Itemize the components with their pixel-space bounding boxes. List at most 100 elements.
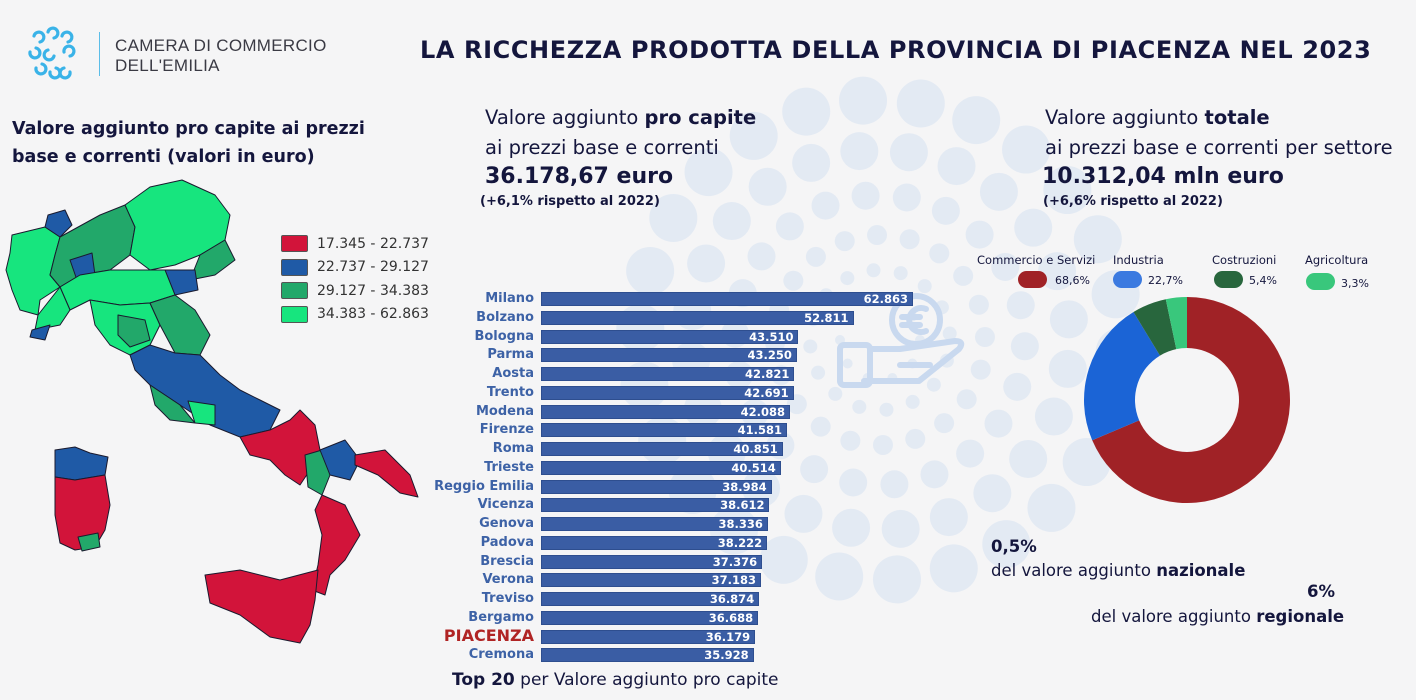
- background-dot: [775, 212, 804, 241]
- background-dot: [684, 148, 733, 197]
- map-region-piedmont-south: [34, 286, 71, 331]
- legend-swatch-green: [281, 282, 308, 300]
- background-dot: [742, 469, 781, 508]
- map-title-line-2: base e correnti (valori in euro): [12, 147, 315, 167]
- background-dot: [968, 294, 989, 315]
- background-dot: [1038, 252, 1077, 291]
- map-region-rome-green: [187, 400, 216, 426]
- background-dot: [811, 365, 826, 380]
- caption-rest: per Valore aggiunto pro capite: [514, 670, 779, 690]
- background-dot: [840, 271, 855, 286]
- donut-legend-swatch-commercio: [1018, 271, 1047, 288]
- legend-label: 17.345 - 22.737: [317, 235, 429, 252]
- donut-legend-value: 22,7%: [1148, 274, 1183, 287]
- map-region-liguria-blue: [29, 324, 51, 341]
- map-region-marche: [149, 294, 211, 356]
- background-dot: [892, 183, 921, 212]
- background-dot: [803, 339, 818, 354]
- donut-legend-label: Industria: [1113, 253, 1164, 267]
- background-dot: [810, 416, 831, 437]
- chamber-of-commerce-logo-icon: [28, 26, 76, 80]
- background-dot: [759, 535, 808, 584]
- background-dot: [866, 263, 881, 278]
- background-dot: [1010, 332, 1039, 361]
- background-dot: [929, 243, 950, 264]
- background-dot: [1027, 483, 1076, 532]
- background-dot: [673, 292, 712, 331]
- background-dot: [834, 231, 855, 252]
- background-dot: [982, 520, 1031, 569]
- background-dot: [839, 468, 868, 497]
- background-dot: [784, 494, 823, 533]
- donut-legend-label: Costruzioni: [1212, 253, 1277, 267]
- share-bold: regionale: [1256, 607, 1345, 626]
- legend-swatch-light-green: [281, 305, 308, 323]
- logo-line-1: CAMERA DI COMMERCIO: [115, 36, 327, 55]
- background-dot: [748, 167, 787, 206]
- background-dot: [896, 79, 945, 128]
- legend-label: 29.127 - 34.383: [317, 282, 429, 299]
- background-dot: [929, 544, 978, 593]
- legend-swatch-blue: [281, 258, 308, 276]
- background-dot: [942, 326, 957, 341]
- background-dot: [893, 266, 908, 281]
- map-region-basilicata: [304, 449, 331, 496]
- background-dot: [1034, 397, 1073, 436]
- donut-legend-swatch-industria: [1113, 271, 1142, 288]
- kpi-totale-value: 10.312,04 mln euro: [1042, 164, 1284, 189]
- donut-slice: [1165, 297, 1187, 350]
- background-dot: [620, 361, 669, 410]
- donut-legend-label: Commercio e Servizi: [977, 253, 1096, 267]
- logo-line-2: DELL'EMILIA: [115, 56, 220, 75]
- background-dot: [889, 133, 928, 172]
- map-region-puglia: [354, 449, 419, 498]
- donut-slice: [1133, 299, 1177, 356]
- background-dot: [937, 147, 976, 186]
- background-dot: [991, 252, 1020, 281]
- kpi-bold-text: totale: [1204, 106, 1270, 129]
- background-dot: [970, 359, 991, 380]
- background-dot: [956, 439, 985, 468]
- legend-label: 34.383 - 62.863: [317, 306, 429, 323]
- background-dot: [880, 470, 909, 499]
- background-dot: [1043, 166, 1092, 215]
- share-text: del valore aggiunto: [1091, 607, 1257, 626]
- map-region-sardinia-cagliari: [77, 532, 101, 552]
- page-title: LA RICCHEZZA PRODOTTA DELLA PROVINCIA DI…: [420, 36, 1372, 64]
- background-dot: [1073, 215, 1122, 264]
- map-title: Valore aggiunto pro capite ai prezzi bas…: [12, 115, 365, 171]
- share-bold: nazionale: [1156, 561, 1246, 580]
- bar-chart-caption: Top 20 per Valore aggiunto pro capite: [452, 670, 779, 690]
- background-dot: [929, 498, 968, 537]
- background-dot: [740, 399, 769, 428]
- background-dot: [832, 508, 871, 547]
- kpi-totale-line-1: Valore aggiunto totale: [1045, 103, 1393, 133]
- kpi-pro-capite-line-1: Valore aggiunto pro capite: [485, 103, 756, 133]
- italy-choropleth-map: [5, 179, 419, 644]
- background-dot: [965, 220, 994, 249]
- legend-swatch-red: [281, 235, 308, 253]
- map-legend-item: 22.737 - 29.127: [281, 256, 429, 280]
- donut-slice: [1092, 297, 1290, 503]
- map-region-calabria: [311, 494, 361, 596]
- background-dot: [920, 460, 949, 489]
- regional-share-text: del valore aggiunto regionale: [1091, 607, 1344, 626]
- background-dot: [917, 279, 932, 294]
- share-text: del valore aggiunto: [991, 561, 1157, 580]
- background-dot: [840, 430, 861, 451]
- background-dot: [709, 506, 758, 555]
- kpi-pro-capite-line-2: ai prezzi base e correnti: [485, 136, 719, 159]
- background-dot: [973, 474, 1012, 513]
- logo-text: CAMERA DI COMMERCIO DELL'EMILIA: [115, 36, 327, 76]
- background-dot: [729, 111, 778, 160]
- background-dot: [879, 402, 894, 417]
- background-dot: [811, 191, 840, 220]
- euro-hand-icon: [837, 293, 965, 388]
- background-dot: [728, 279, 757, 308]
- national-share-text: del valore aggiunto nazionale: [991, 561, 1245, 580]
- map-legend: 17.345 - 22.737 22.737 - 29.127 29.127 -…: [281, 232, 429, 326]
- map-region-aosta: [44, 209, 73, 238]
- map-region-lazio-coast: [149, 384, 196, 424]
- map-legend-item: 29.127 - 34.383: [281, 279, 429, 303]
- donut-legend-value: 3,3%: [1341, 277, 1369, 290]
